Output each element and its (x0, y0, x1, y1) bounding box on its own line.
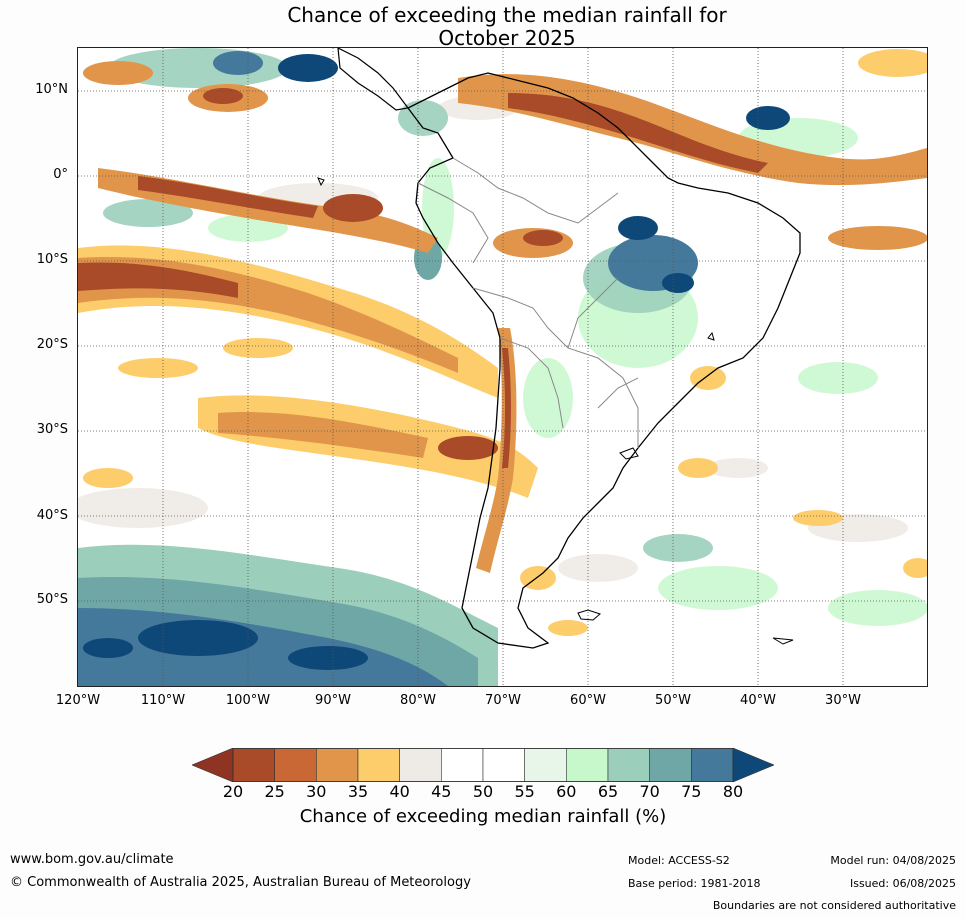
lon-label-90w: 90°W (315, 693, 351, 708)
colorbar-segment-40-45 (399, 748, 442, 782)
colorbar-segment-55-60 (524, 748, 567, 782)
colorbar-tick-50: 50 (472, 782, 494, 801)
colorbar-segment-45-50 (441, 748, 484, 782)
lon-label-110w: 110°W (140, 693, 186, 708)
lon-label-120w: 120°W (55, 693, 101, 708)
dry-tropical-band (78, 168, 498, 398)
lat-label-30s: 30°S (36, 422, 68, 437)
lon-label-70w: 70°W (485, 693, 521, 708)
footer-base-period: Base period: 1981-2018 (628, 877, 761, 890)
colorbar-tick-65: 65 (597, 782, 619, 801)
lat-label-10s: 10°S (36, 252, 68, 267)
footer-model: Model: ACCESS-S2 (628, 854, 730, 867)
lon-label-100w: 100°W (225, 693, 271, 708)
colorbar-tick-55: 55 (514, 782, 535, 801)
colorbar-segment-70-75 (649, 748, 692, 782)
lat-label-50s: 50°S (36, 592, 68, 607)
colorbar-tick-30: 30 (306, 782, 327, 801)
colorbar-tick-20: 20 (222, 782, 244, 801)
southern-wet-band (78, 544, 498, 686)
colorbar-above-arrow (732, 748, 774, 782)
map-canvas (78, 48, 927, 686)
lon-label-80w: 80°W (400, 693, 436, 708)
title-line-1: Chance of exceeding the median rainfall … (287, 3, 727, 27)
rainfall-probability-map (77, 47, 928, 687)
colorbar-segment-20-25 (232, 748, 275, 782)
colorbar-tick-60: 60 (556, 782, 577, 801)
lat-label-10n: 10°N (35, 82, 68, 97)
colorbar-tick-70: 70 (639, 782, 660, 801)
colorbar (192, 748, 774, 782)
colorbar-segment-65-70 (607, 748, 650, 782)
lat-label-20s: 20°S (36, 337, 68, 352)
colorbar-segment-60-65 (566, 748, 609, 782)
colorbar-segment-75-80 (691, 748, 734, 782)
colorbar-tick-45: 45 (431, 782, 452, 801)
dry-subtropical-band (118, 338, 538, 498)
colorbar-segment-25-30 (274, 748, 317, 782)
latitude-gridlines (78, 90, 927, 602)
north-wet-patches (213, 51, 790, 280)
colorbar-segments (232, 748, 734, 782)
colorbar-tick-75: 75 (681, 782, 702, 801)
footer-copyright: © Commonwealth of Australia 2025, Austra… (10, 875, 471, 890)
colorbar-segment-50-55 (482, 748, 525, 782)
lat-label-0: 0° (53, 167, 68, 182)
country-borders (417, 157, 639, 448)
footer-issued: Issued: 06/08/2025 (849, 877, 956, 890)
lon-label-60w: 60°W (570, 693, 606, 708)
map-title: Chance of exceeding the median rainfall … (0, 4, 965, 50)
title-line-2: October 2025 (438, 26, 576, 50)
south-america-coastline (407, 72, 801, 649)
brazil-wet-core (608, 216, 698, 293)
islands (317, 177, 794, 645)
lon-label-40w: 40°W (740, 693, 776, 708)
lon-label-30w: 30°W (825, 693, 861, 708)
lat-label-40s: 40°S (36, 508, 68, 523)
colorbar-tick-25: 25 (264, 782, 285, 801)
lon-label-50w: 50°W (655, 693, 691, 708)
north-dry-band (83, 49, 927, 258)
longitude-gridlines (162, 48, 844, 686)
colorbar-tick-40: 40 (389, 782, 410, 801)
footer-disclaimer: Boundaries are not considered authoritat… (712, 899, 956, 912)
colorbar-tick-35: 35 (347, 782, 369, 801)
chile-dry-coast (476, 328, 517, 573)
footer-model-run: Model run: 04/08/2025 (830, 854, 956, 867)
atlantic-dry-spots (83, 366, 927, 636)
colorbar-segment-30-35 (316, 748, 359, 782)
colorbar-segment-35-40 (357, 748, 400, 782)
central-america-coastline (337, 48, 410, 111)
wet-light-zones (208, 118, 927, 626)
colorbar-tick-80: 80 (722, 782, 744, 801)
colorbar-outline (232, 748, 734, 782)
footer-url: www.bom.gov.au/climate (10, 852, 174, 867)
colorbar-label: Chance of exceeding median rainfall (%) (299, 806, 667, 827)
colorbar-below-arrow (192, 748, 234, 782)
